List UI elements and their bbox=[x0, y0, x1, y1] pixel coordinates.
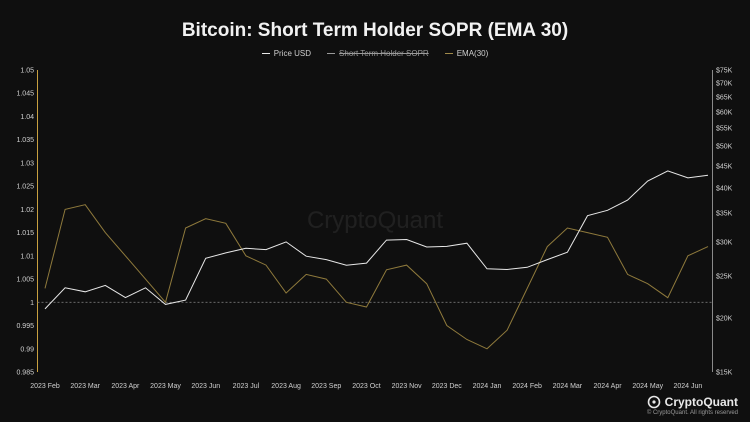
left-tick-label: 1.05 bbox=[20, 68, 34, 75]
x-tick-label: 2023 Jul bbox=[233, 383, 260, 390]
legend-swatch-ema bbox=[444, 53, 453, 54]
x-tick-label: 2024 Mar bbox=[553, 383, 583, 390]
x-axis-ticks: 2023 Feb 2023 Mar 2023 Apr 2023 May 2023 Jun… bbox=[30, 383, 702, 390]
x-tick-label: 2023 Apr bbox=[111, 383, 140, 390]
legend-swatch-price bbox=[261, 53, 270, 54]
left-tick-label: 1 bbox=[30, 300, 34, 307]
left-tick-label: 0.99 bbox=[20, 346, 34, 353]
x-tick-label: 2023 Mar bbox=[70, 383, 100, 390]
footer: CryptoQuant © CryptoQuant. All rights re… bbox=[647, 395, 738, 416]
x-tick-label: 2023 Nov bbox=[392, 383, 422, 390]
legend: Price USD Short Term Holder SOPR EMA(30) bbox=[0, 49, 750, 58]
left-tick-label: 0.985 bbox=[16, 370, 34, 377]
left-tick-label: 1.015 bbox=[16, 230, 34, 237]
right-tick-label: $65K bbox=[716, 94, 733, 101]
x-tick-label: 2023 Aug bbox=[271, 383, 301, 390]
left-tick-label: 0.995 bbox=[16, 323, 34, 330]
legend-label-sopr: Short Term Holder SOPR bbox=[339, 49, 429, 58]
cryptoquant-logo-icon bbox=[647, 395, 660, 409]
x-tick-label: 2023 Sep bbox=[311, 383, 341, 390]
left-tick-label: 1.01 bbox=[20, 253, 34, 260]
brand-name: CryptoQuant bbox=[664, 395, 738, 409]
left-tick-label: 1.025 bbox=[16, 184, 34, 191]
left-tick-label: 1.005 bbox=[16, 277, 34, 284]
left-tick-label: 1.02 bbox=[20, 207, 34, 214]
right-tick-label: $15K bbox=[716, 370, 733, 377]
right-tick-label: $35K bbox=[716, 211, 733, 218]
x-tick-label: 2023 Dec bbox=[432, 383, 462, 390]
x-tick-label: 2024 May bbox=[632, 383, 663, 390]
left-tick-label: 1.035 bbox=[16, 137, 34, 144]
right-tick-label: $50K bbox=[716, 144, 733, 151]
left-axis-ticks: 0.985 0.99 0.995 1 1.005 1.01 1.015 1.02 1.025 1.… bbox=[16, 68, 34, 377]
right-tick-label: $20K bbox=[716, 316, 733, 323]
x-tick-label: 2023 Feb bbox=[30, 383, 60, 390]
legend-swatch-sopr bbox=[327, 53, 336, 54]
legend-label-price: Price USD bbox=[273, 49, 312, 58]
legend-label-ema: EMA(30) bbox=[456, 49, 489, 58]
legend-item-price[interactable]: Price USD bbox=[261, 49, 312, 58]
right-tick-label: $60K bbox=[716, 109, 733, 116]
x-tick-label: 2023 May bbox=[150, 383, 181, 390]
x-tick-label: 2024 Apr bbox=[594, 383, 623, 390]
right-axis-ticks: $15K $20K $25K $30K $35K $40K $45K $50K $55K $60K… bbox=[716, 68, 733, 377]
x-tick-label: 2024 Feb bbox=[512, 383, 542, 390]
legend-item-ema[interactable]: EMA(30) bbox=[444, 49, 489, 58]
x-tick-label: 2024 Jan bbox=[473, 383, 502, 390]
x-tick-label: 2024 Jun bbox=[674, 383, 703, 390]
left-tick-label: 1.045 bbox=[16, 91, 34, 98]
right-tick-label: $55K bbox=[716, 126, 733, 133]
right-tick-label: $75K bbox=[716, 68, 733, 75]
left-tick-label: 1.03 bbox=[20, 160, 34, 167]
series-line-price-usd bbox=[44, 170, 709, 310]
left-tick-label: 1.04 bbox=[20, 114, 34, 121]
chart-title: Bitcoin: Short Term Holder SOPR (EMA 30) bbox=[181, 20, 569, 41]
legend-item-sopr[interactable]: Short Term Holder SOPR bbox=[327, 49, 429, 58]
right-tick-label: $30K bbox=[716, 239, 733, 246]
copyright: © CryptoQuant. All rights reserved bbox=[646, 410, 738, 416]
watermark: CryptoQuant bbox=[307, 207, 443, 234]
x-tick-label: 2023 Jun bbox=[191, 383, 220, 390]
right-tick-label: $70K bbox=[716, 80, 733, 87]
right-tick-label: $45K bbox=[716, 163, 733, 170]
series-line-ema30 bbox=[44, 204, 709, 350]
x-tick-label: 2023 Oct bbox=[352, 383, 380, 390]
right-tick-label: $40K bbox=[716, 185, 733, 192]
right-tick-label: $25K bbox=[716, 274, 733, 281]
